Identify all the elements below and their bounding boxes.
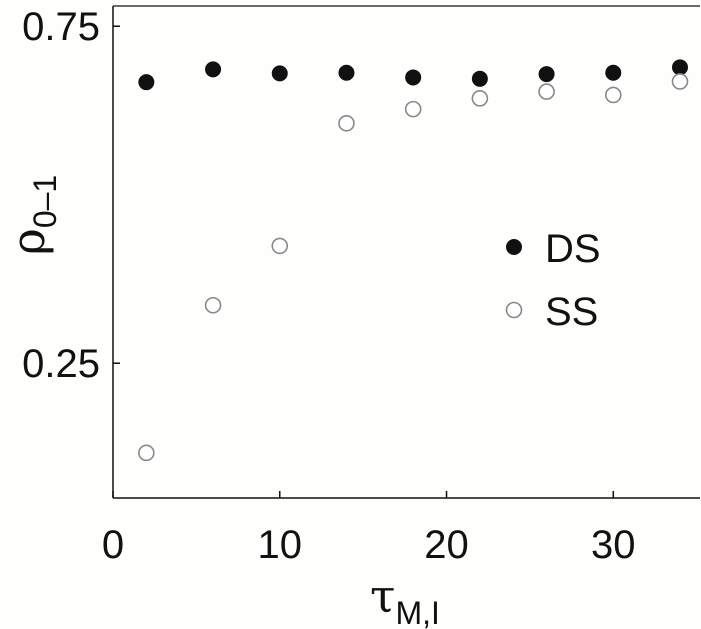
x-axis-label-main: τ <box>370 569 395 623</box>
y-axis-label-sub: 0–1 <box>27 175 63 228</box>
ds-point <box>338 64 355 81</box>
legend-label-ds: DS <box>545 227 601 271</box>
x-axis-label-sub: M,I <box>396 595 440 629</box>
ss-point <box>471 90 489 107</box>
ds-point <box>605 64 622 81</box>
ss-point <box>604 86 622 104</box>
ds-point <box>671 59 688 76</box>
ds-point <box>205 61 222 78</box>
ss-point <box>204 296 222 314</box>
ss-point <box>404 100 422 118</box>
ds-point <box>471 70 488 87</box>
ss-point <box>271 237 289 255</box>
y-axis-label-main: ρ <box>1 228 55 255</box>
ss-point <box>338 114 355 132</box>
x-axis-label: τM,I <box>370 569 440 629</box>
ds-point <box>271 65 288 82</box>
x-tick-label: 30 <box>591 523 636 567</box>
x-tick-label: 10 <box>258 523 303 567</box>
y-tick-label: 0.75 <box>22 5 100 49</box>
y-tick-label: 0.25 <box>22 342 100 386</box>
legend-marker-ds <box>506 239 522 255</box>
y-axis-label: ρ0–1 <box>1 175 63 255</box>
ss-point <box>138 444 155 462</box>
data-marks <box>138 59 689 462</box>
ss-point <box>538 83 555 100</box>
ds-point <box>538 66 555 83</box>
legend: DS SS <box>505 227 601 334</box>
legend-marker-ss <box>505 301 523 319</box>
x-tick-label: 20 <box>424 523 469 567</box>
ds-point <box>138 74 155 91</box>
x-tick-label: 0 <box>102 523 124 567</box>
ds-point <box>405 69 422 86</box>
legend-label-ss: SS <box>545 290 598 334</box>
axes: 0 10 20 30 0.25 0.75 τM,I ρ0–1 <box>1 5 700 629</box>
ss-point <box>671 73 689 90</box>
